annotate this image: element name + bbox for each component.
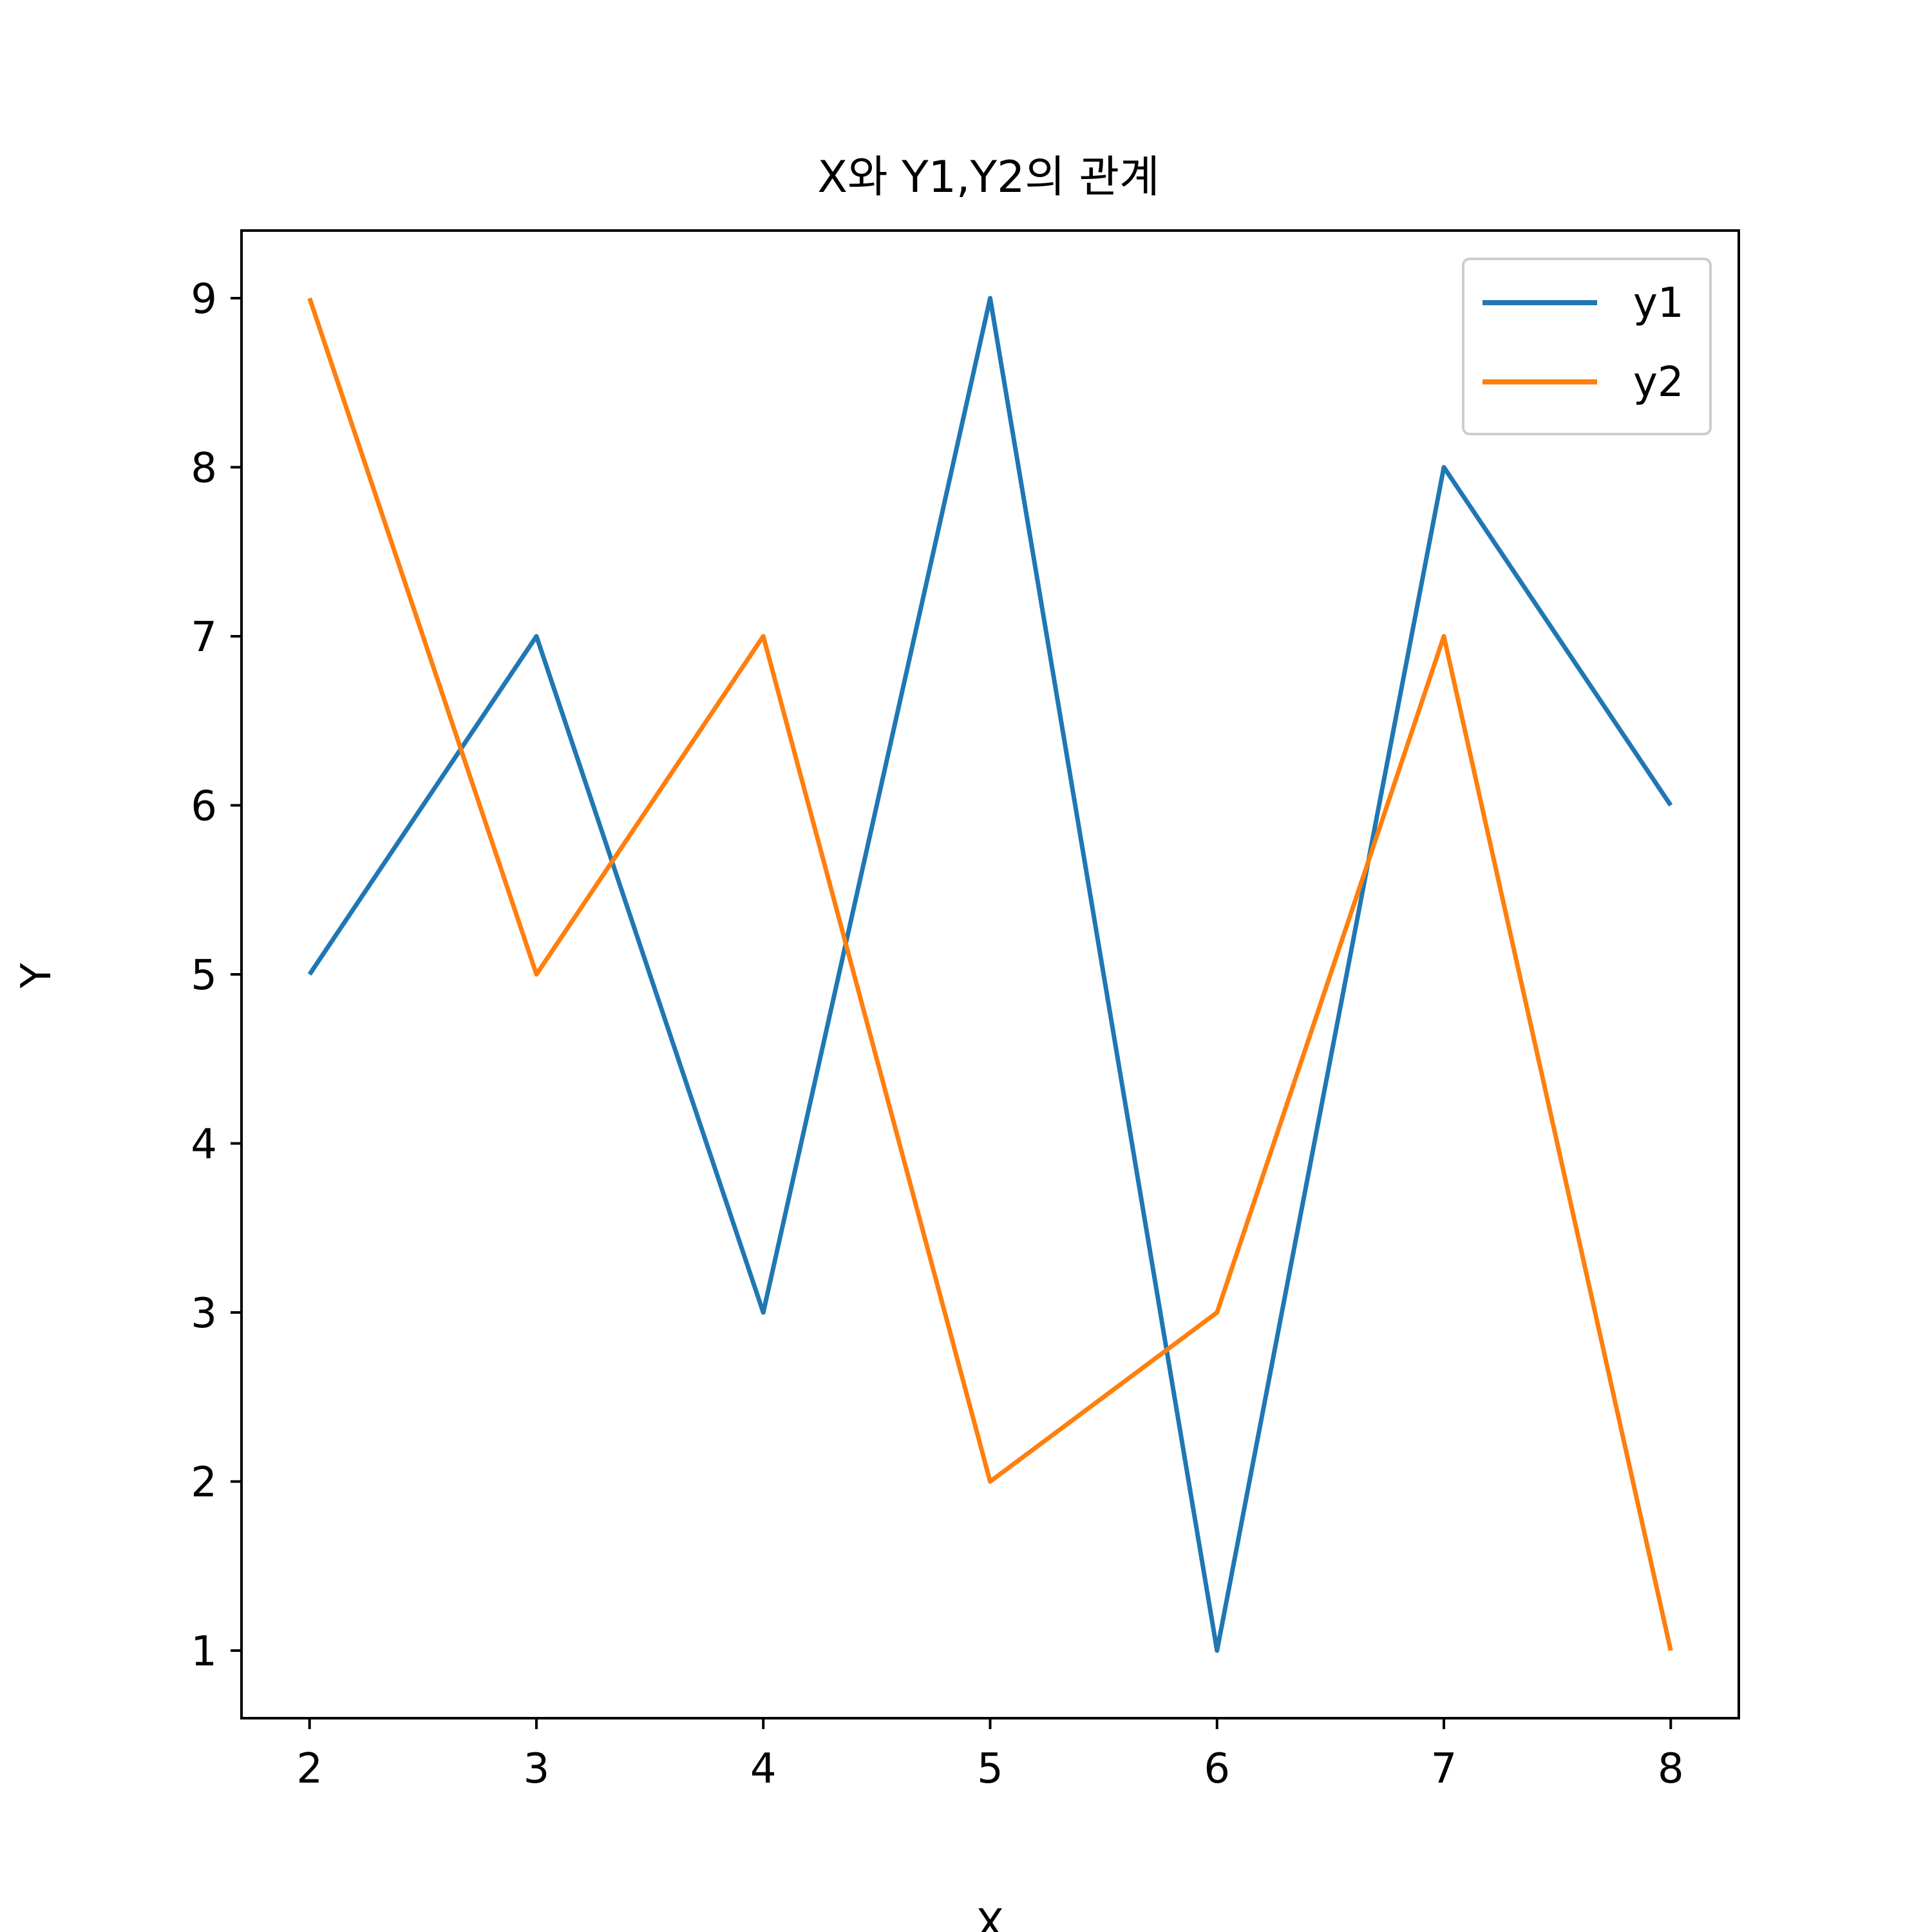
x-axis-ticks: 2 3 4 5 6 7 8 bbox=[296, 1718, 1684, 1793]
y-tick-label: 2 bbox=[191, 1459, 217, 1507]
chart-title: X와 Y1,Y2의 관계 bbox=[817, 152, 1159, 203]
y-tick-label: 8 bbox=[191, 445, 217, 493]
x-tick-label: 2 bbox=[296, 1745, 323, 1793]
x-tick-label: 5 bbox=[977, 1745, 1003, 1793]
x-tick-label: 4 bbox=[750, 1745, 777, 1793]
x-tick-label: 3 bbox=[524, 1745, 550, 1793]
y-axis-ticks: 1 2 3 4 5 6 7 8 9 bbox=[191, 276, 242, 1676]
legend: y1 y2 bbox=[1462, 258, 1712, 435]
y-tick-label: 1 bbox=[191, 1628, 217, 1676]
y-tick-label: 4 bbox=[191, 1121, 217, 1169]
x-tick-label: 6 bbox=[1204, 1745, 1230, 1793]
x-tick-label: 7 bbox=[1431, 1745, 1457, 1793]
legend-label-y1: y1 bbox=[1633, 279, 1684, 327]
y-axis-label: Y bbox=[13, 963, 61, 989]
plot-lines bbox=[307, 296, 1673, 1653]
y-tick-label: 5 bbox=[191, 952, 217, 999]
plot-frame bbox=[240, 229, 1740, 1719]
x-axis-label: X bbox=[976, 1901, 1004, 1932]
y-tick-label: 6 bbox=[191, 783, 217, 831]
y-tick-label: 9 bbox=[191, 276, 217, 323]
y-tick-label: 3 bbox=[191, 1290, 217, 1338]
x-tick-label: 8 bbox=[1658, 1745, 1684, 1793]
legend-label-y2: y2 bbox=[1633, 359, 1684, 406]
y-tick-label: 7 bbox=[191, 614, 217, 661]
